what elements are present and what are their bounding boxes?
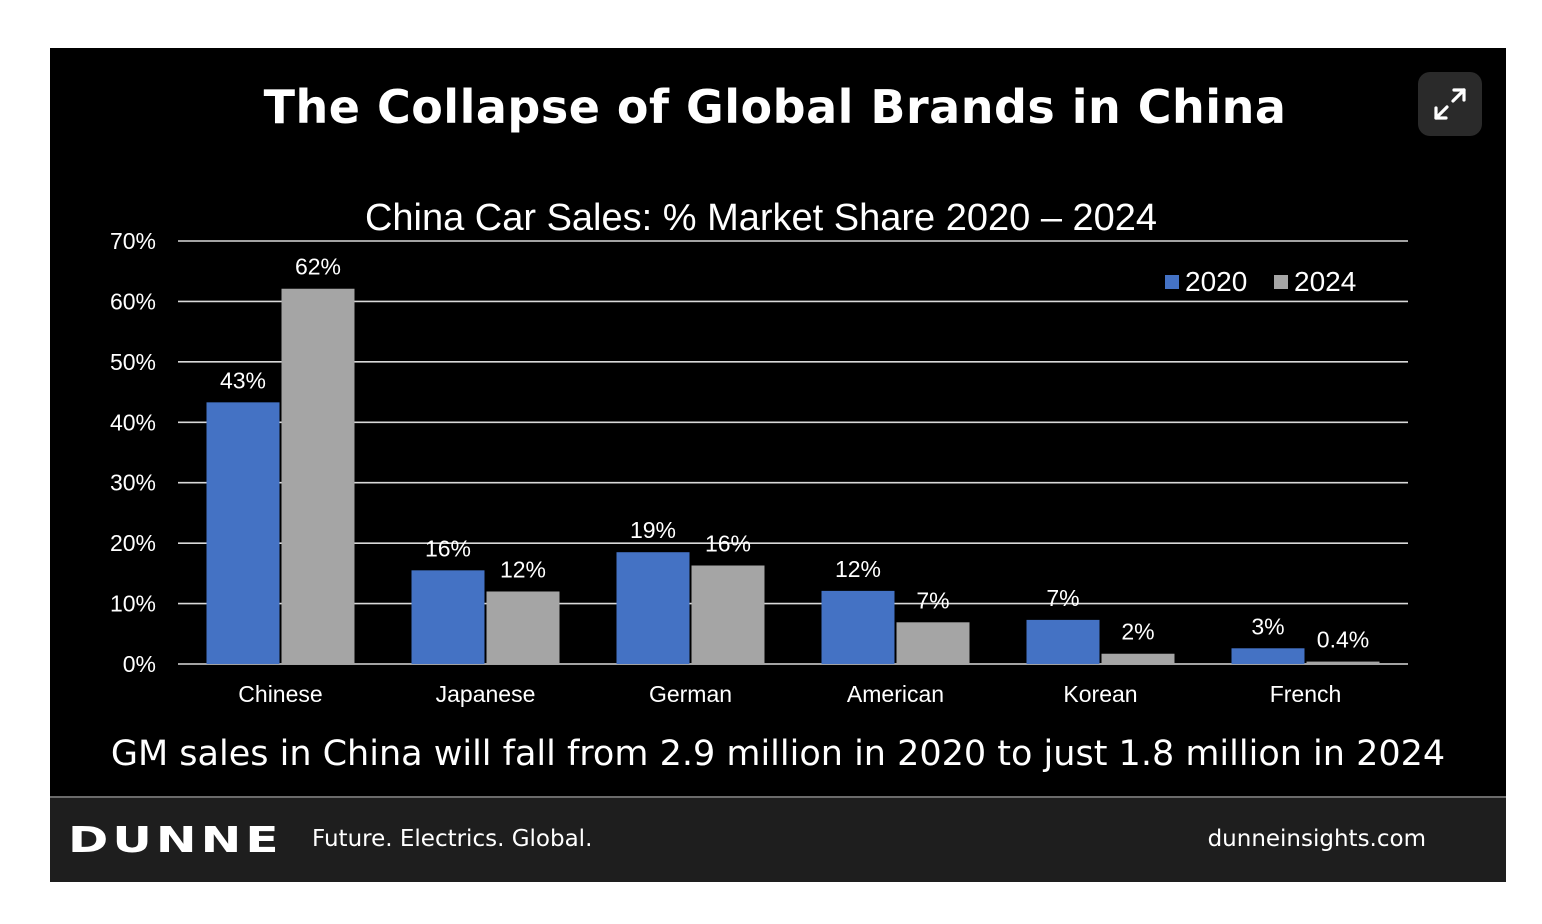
bar-american-2020 (821, 590, 895, 664)
bar-chinese-2024 (281, 288, 355, 664)
x-tick-label: German (649, 681, 732, 707)
data-label: 19% (630, 517, 676, 543)
y-tick-label: 50% (110, 349, 156, 375)
data-label: 12% (500, 556, 546, 582)
y-tick-label: 10% (110, 591, 156, 617)
legend-swatch-2020 (1165, 275, 1179, 289)
y-tick-label: 30% (110, 470, 156, 496)
data-label: 16% (425, 535, 471, 561)
y-tick-label: 0% (123, 651, 156, 677)
data-label: 3% (1251, 613, 1284, 639)
page-title: The Collapse of Global Brands in China (263, 80, 1287, 134)
legend-label-2024: 2024 (1294, 266, 1356, 297)
data-label: 0.4% (1317, 627, 1369, 653)
bar-german-2020 (616, 552, 690, 664)
expand-icon (1434, 88, 1466, 120)
bar-korean-2024 (1101, 653, 1175, 664)
data-label: 16% (705, 531, 751, 557)
x-tick-label: American (847, 681, 944, 707)
bar-chinese-2020 (206, 402, 280, 664)
bar-japanese-2020 (411, 570, 485, 664)
data-label: 12% (835, 556, 881, 582)
data-label: 2% (1121, 619, 1154, 645)
y-tick-label: 20% (110, 530, 156, 556)
x-tick-label: French (1270, 681, 1342, 707)
data-label: 62% (295, 254, 341, 280)
y-tick-label: 70% (110, 228, 156, 254)
chart-legend: 2020 2024 (1165, 266, 1356, 297)
data-label: 7% (916, 587, 949, 613)
bar-german-2024 (691, 565, 765, 664)
legend-swatch-2024 (1274, 275, 1288, 289)
caption: GM sales in China will fall from 2.9 mil… (110, 734, 1446, 774)
legend-label-2020: 2020 (1185, 266, 1247, 297)
data-label: 7% (1046, 585, 1079, 611)
expand-button[interactable] (1418, 72, 1482, 136)
bar-american-2024 (896, 622, 970, 664)
website-link[interactable]: dunneinsights.com (1207, 826, 1426, 852)
x-tick-label: Japanese (436, 681, 536, 707)
footer: DUNNE Future. Electrics. Global. dunnein… (50, 796, 1506, 882)
bar-korean-2020 (1026, 619, 1100, 664)
brand-logo: DUNNE (68, 820, 283, 861)
x-tick-label: Korean (1063, 681, 1137, 707)
bar-japanese-2024 (486, 591, 560, 664)
bar-french-2020 (1231, 648, 1305, 664)
chart-title: China Car Sales: % Market Share 2020 – 2… (365, 197, 1157, 239)
y-tick-label: 40% (110, 409, 156, 435)
data-label: 43% (220, 367, 266, 393)
bar-french-2024 (1306, 661, 1380, 664)
y-tick-label: 60% (110, 288, 156, 314)
tagline: Future. Electrics. Global. (312, 826, 593, 852)
x-tick-label: Chinese (238, 681, 322, 707)
